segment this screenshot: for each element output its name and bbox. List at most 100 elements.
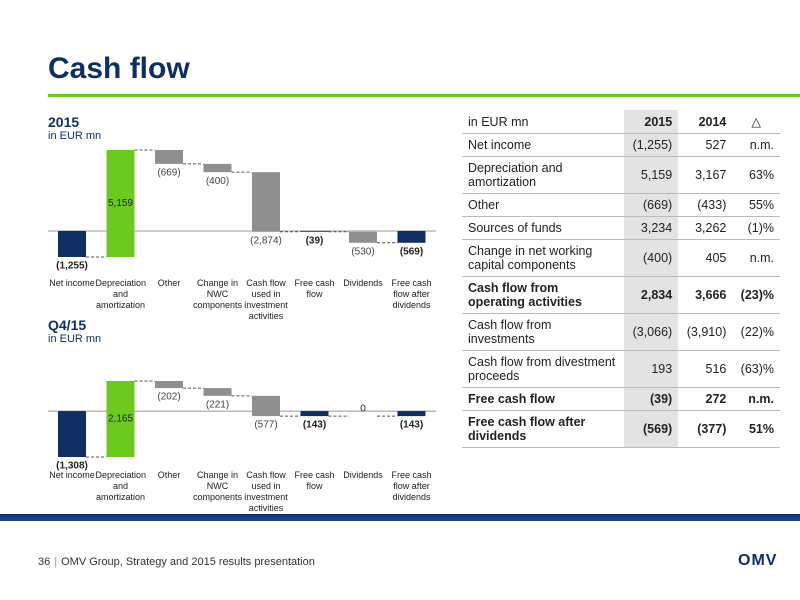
bar — [397, 230, 426, 243]
value-cell: (1)% — [732, 216, 780, 240]
value-cell: n.m. — [732, 239, 780, 277]
table-row: Net income (1,255) 527 n.m. — [462, 133, 780, 157]
value-cell: (377) — [678, 410, 733, 448]
bar — [155, 150, 183, 164]
bar — [58, 230, 86, 257]
footer: 36 | OMV Group, Strategy and 2015 results … — [38, 556, 315, 568]
value-label: (669) — [157, 168, 180, 179]
table-row: Depreciation and amortization 5,159 3,167 6… — [462, 156, 780, 194]
bar — [106, 381, 135, 457]
separator: | — [54, 556, 58, 568]
value-cell: (3,910) — [678, 313, 733, 351]
row-label: Net income — [462, 133, 624, 157]
header-cell: in EUR mn — [462, 110, 624, 134]
value-label: (143) — [400, 420, 423, 431]
value-cell: 55% — [732, 193, 780, 217]
page-number: 36 — [38, 556, 51, 568]
value-cell: (400) — [624, 239, 679, 277]
value-cell: 3,234 — [624, 216, 679, 240]
header-cell: 2015 — [624, 110, 679, 134]
value-cell: n.m. — [732, 387, 780, 411]
value-cell: (1,255) — [624, 133, 679, 157]
chart-subtitle: in EUR mn — [48, 130, 102, 142]
x-tick-label: Change in NWC components — [192, 470, 243, 502]
value-cell: 3,167 — [678, 156, 733, 194]
x-tick-label: Cash flow used in investment activities — [244, 470, 288, 513]
title-rule — [48, 94, 800, 97]
row-label: Cash flow from divestment proceeds — [462, 350, 624, 388]
x-tick-label: Dividends — [343, 470, 383, 480]
row-label: Free cash flow — [462, 387, 624, 411]
value-cell: (569) — [624, 410, 679, 448]
value-label: (530) — [351, 246, 374, 257]
x-tick-label: Free cash flow after dividends — [391, 278, 432, 310]
value-label: 5,159 — [108, 198, 133, 209]
value-cell: 516 — [678, 350, 733, 388]
row-label: Sources of funds — [462, 216, 624, 240]
chart-title: 2015 — [48, 114, 80, 130]
table-row: Sources of funds 3,234 3,262 (1)% — [462, 216, 780, 240]
header-cell: △ — [732, 110, 780, 134]
chart-canvas: (1,308) 2,165 (202) (221) (577) (143) 0 (143) — [48, 380, 436, 472]
footer-band — [0, 514, 800, 521]
row-label: Other — [462, 193, 624, 217]
value-cell: 5,159 — [624, 156, 679, 194]
slide-title: Cash flow — [48, 52, 190, 85]
value-cell: 193 — [624, 350, 679, 388]
row-label: Cash flow from investments — [462, 313, 624, 351]
bar — [252, 172, 280, 232]
bar — [349, 231, 377, 243]
value-cell: 3,262 — [678, 216, 733, 240]
header-cell: 2014 — [678, 110, 733, 134]
table-row: Free cash flow after dividends (569) (377)… — [462, 410, 780, 448]
chart-subtitle: in EUR mn — [48, 333, 102, 345]
x-tick-label: Dividends — [343, 278, 383, 288]
value-cell: (23)% — [732, 276, 780, 314]
x-tick-label: Depreciation and amortization — [95, 470, 147, 502]
x-tick-label: Free cash flow — [294, 470, 335, 491]
bar — [203, 163, 232, 173]
value-label: (39) — [306, 235, 324, 246]
x-tick-label: Other — [157, 470, 181, 480]
value-cell: (669) — [624, 193, 679, 217]
bar — [155, 381, 183, 389]
bar — [106, 150, 135, 257]
bar — [300, 230, 329, 232]
value-label: (2,874) — [250, 235, 282, 246]
value-cell: 63% — [732, 156, 780, 194]
value-cell: 2,834 — [624, 276, 679, 314]
bar — [397, 411, 426, 417]
row-label: Change in net working capital components — [462, 239, 624, 277]
value-cell: (433) — [678, 193, 733, 217]
bar — [252, 395, 280, 417]
table-row: Other (669) (433) 55% — [462, 193, 780, 217]
table-row: Change in net working capital components… — [462, 239, 780, 277]
value-cell: n.m. — [732, 133, 780, 157]
table-header-row: in EUR mn 2015 2014 △ — [462, 110, 780, 134]
x-tick-label: Cash flow used in investment activities — [244, 278, 288, 321]
table-row: Free cash flow (39) 272 n.m. — [462, 387, 780, 411]
value-cell: 51% — [732, 410, 780, 448]
x-tick-label: Free cash flow — [294, 278, 335, 299]
x-tick-label: Other — [157, 278, 181, 288]
table-row: Cash flow from operating activities 2,834… — [462, 276, 780, 314]
footer-text: OMV Group, Strategy and 2015 results pre… — [61, 556, 315, 568]
table-row: Cash flow from divestment proceeds 193 516… — [462, 350, 780, 388]
value-label: (221) — [206, 399, 229, 410]
x-tick-label: Depreciation and amortization — [95, 278, 147, 310]
cash-flow-table: in EUR mn 2015 2014 △ Net income (1,255) 527 n.… — [462, 110, 780, 448]
x-tick-label: Net income — [49, 470, 95, 480]
row-label: Cash flow from operating activities — [462, 276, 624, 314]
value-cell: 3,666 — [678, 276, 733, 314]
value-cell: 527 — [678, 133, 733, 157]
x-tick-label: Change in NWC components — [192, 278, 243, 310]
row-label: Free cash flow after dividends — [462, 410, 624, 448]
bar — [58, 411, 86, 457]
value-label: (400) — [206, 176, 229, 187]
x-tick-label: Net income — [49, 278, 95, 288]
value-cell: (22)% — [732, 313, 780, 351]
value-cell: (63)% — [732, 350, 780, 388]
chart-title: Q4/15 — [48, 317, 87, 333]
table-row: Cash flow from investments (3,066) (3,910)… — [462, 313, 780, 351]
